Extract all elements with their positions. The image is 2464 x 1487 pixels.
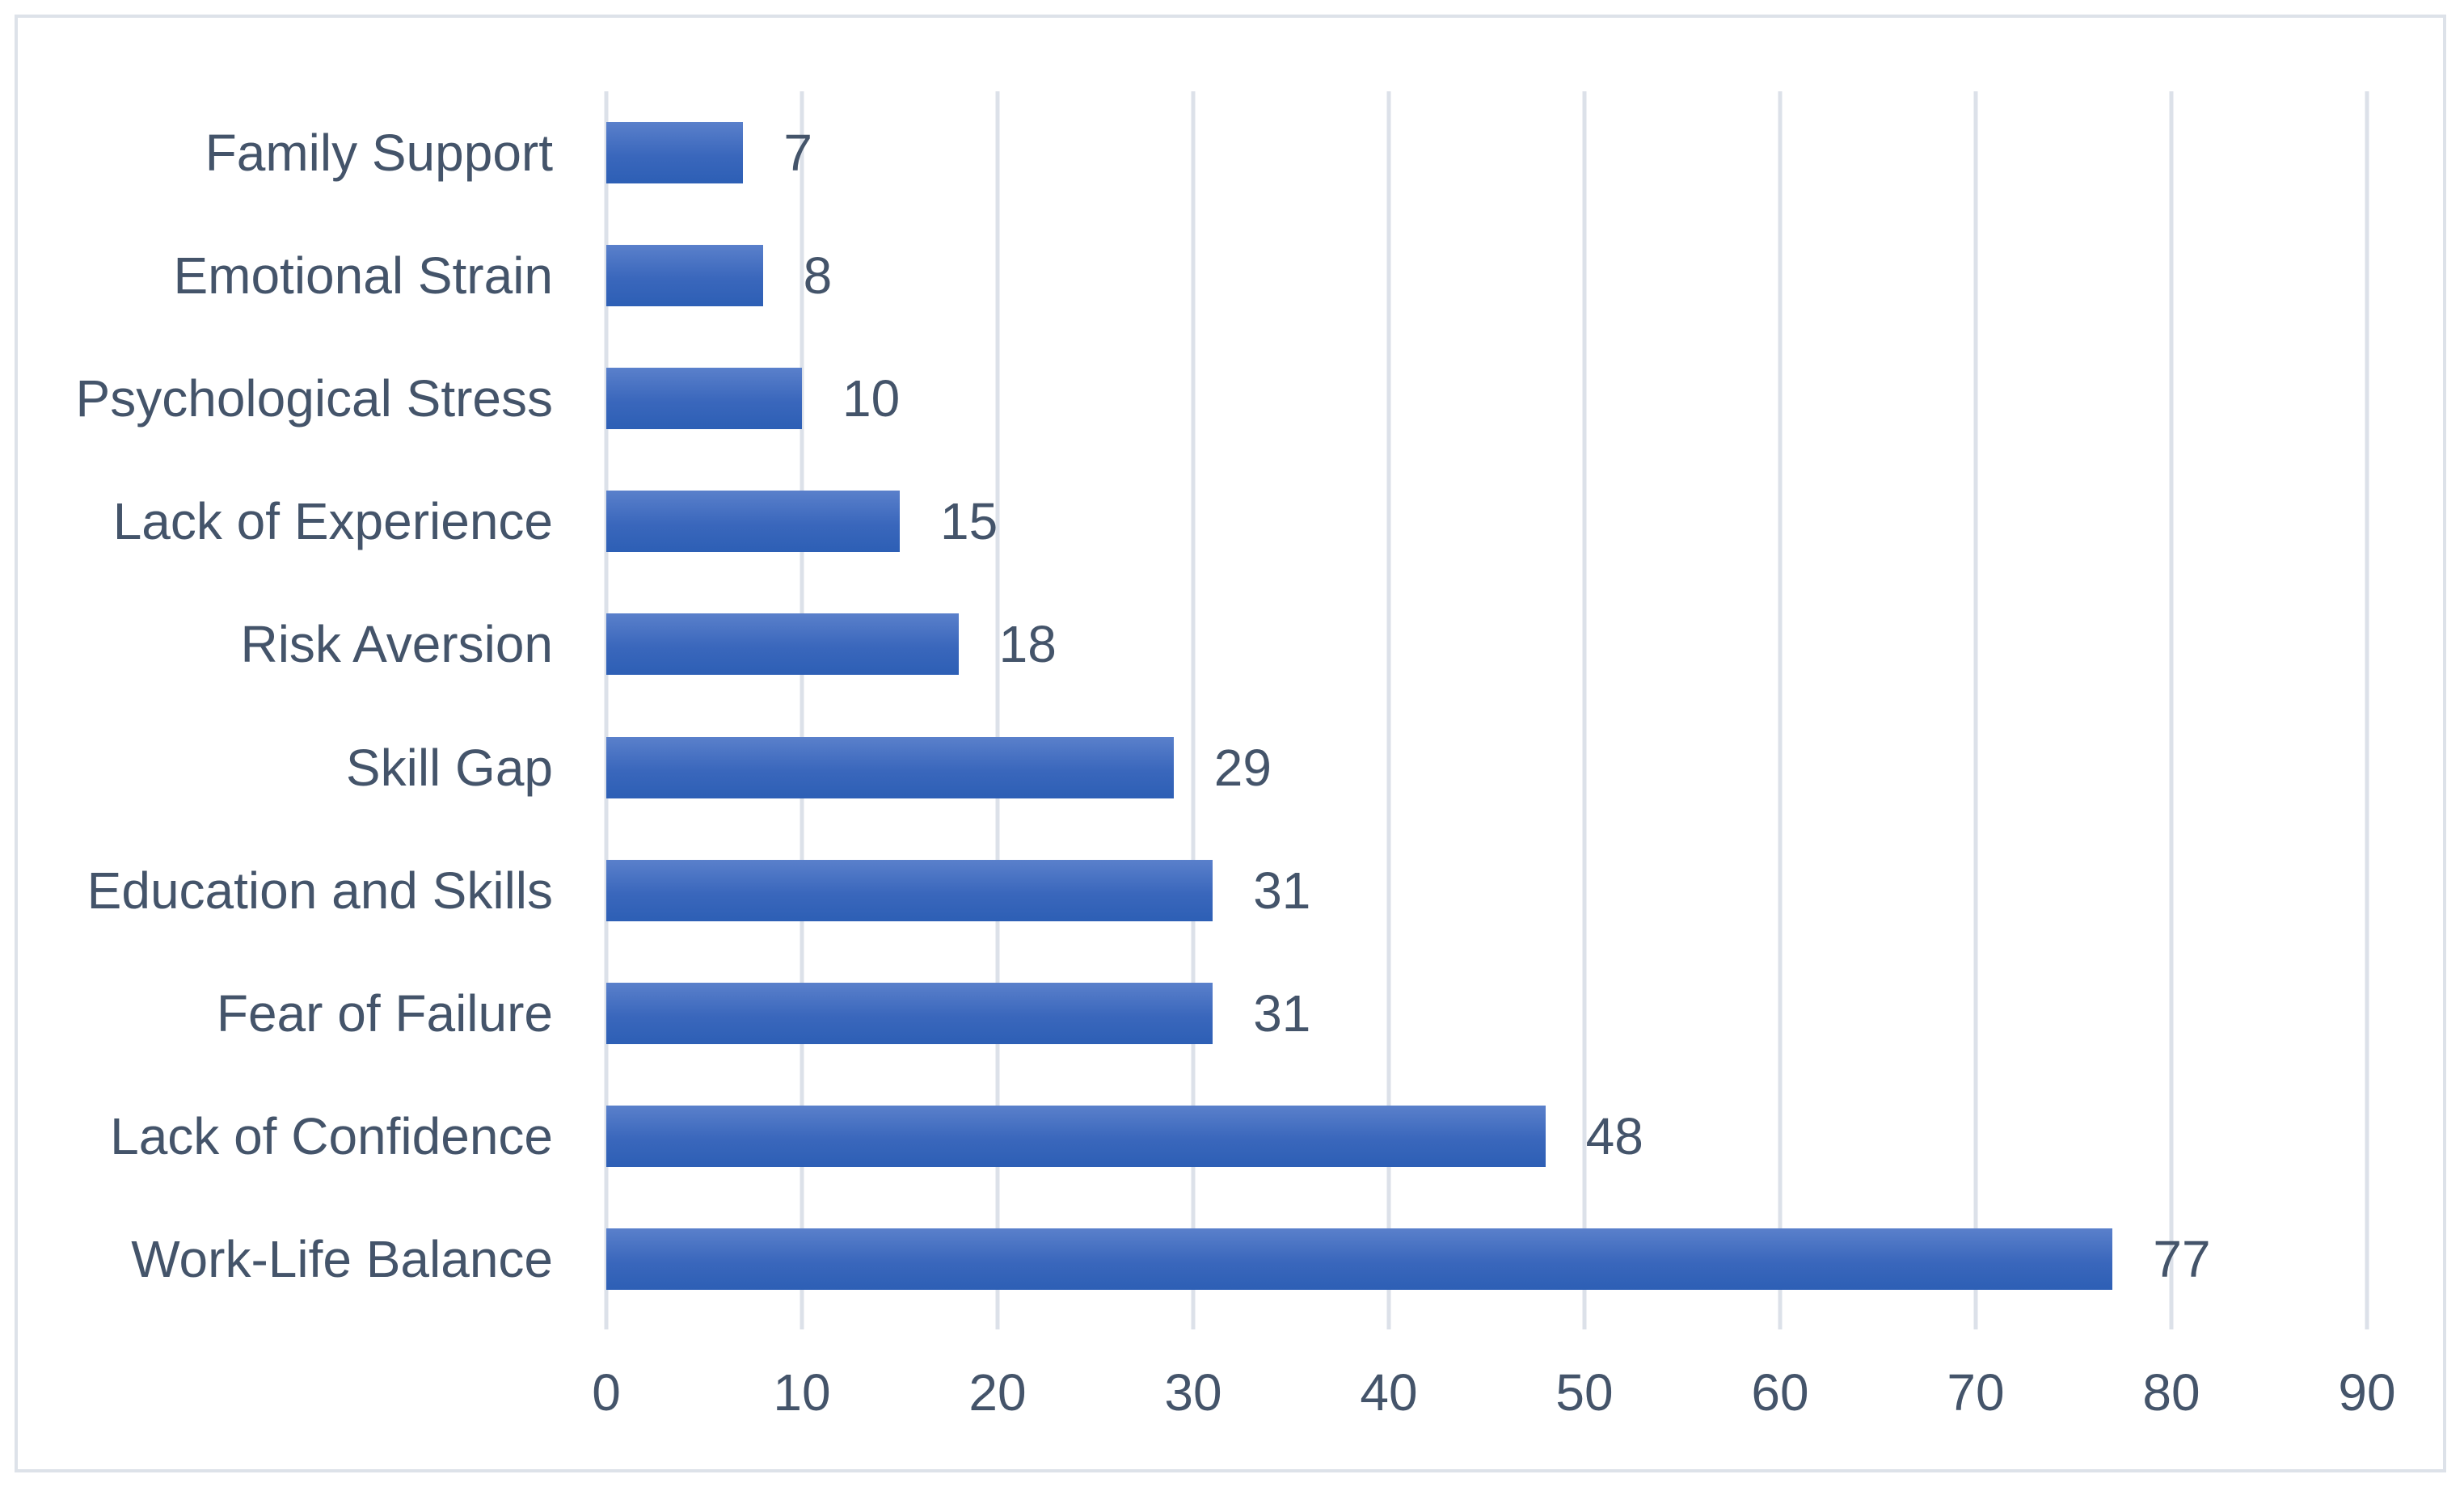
category-label: Lack of Experience — [112, 492, 553, 551]
gridline — [800, 91, 804, 1329]
gridline — [2169, 91, 2174, 1329]
category-label: Risk Aversion — [240, 615, 553, 674]
bar-row: 77 — [606, 1198, 2367, 1321]
category-label: Psychological Stress — [75, 369, 553, 428]
x-tick-label: 30 — [1164, 1363, 1222, 1422]
x-tick-label: 20 — [968, 1363, 1027, 1422]
gridline — [2365, 91, 2369, 1329]
bar — [606, 1105, 1546, 1167]
bar-value-label: 77 — [2153, 1229, 2211, 1288]
x-tick-label: 0 — [592, 1363, 621, 1422]
bar-row: 31 — [606, 952, 2367, 1075]
bar — [606, 982, 1213, 1044]
gridline — [1973, 91, 1978, 1329]
bar-row: 31 — [606, 829, 2367, 952]
bar — [606, 613, 959, 676]
bar-row: 10 — [606, 337, 2367, 460]
x-tick-label: 70 — [1947, 1363, 2005, 1422]
bar-row: 7 — [606, 91, 2367, 214]
gridline — [604, 91, 609, 1329]
bar-value-label: 8 — [803, 246, 833, 305]
bar-value-label: 7 — [783, 124, 812, 183]
bar-series: 7 8 10 15 18 29 31 31 48 77 — [606, 91, 2367, 1321]
bar — [606, 859, 1213, 921]
category-label: Skill Gap — [345, 738, 553, 797]
category-label: Education and Skills — [86, 861, 553, 920]
gridline — [1778, 91, 1783, 1329]
x-tick-label: 50 — [1555, 1363, 1614, 1422]
bar-value-label: 15 — [940, 492, 998, 551]
bar-row: 8 — [606, 214, 2367, 337]
bar — [606, 245, 763, 307]
gridline — [1386, 91, 1391, 1329]
category-label: Fear of Failure — [216, 984, 553, 1043]
value-axis: 0 10 20 30 40 50 60 70 80 90 — [0, 1364, 2464, 1429]
bar-row: 18 — [606, 583, 2367, 706]
x-tick-label: 80 — [2142, 1363, 2200, 1422]
category-label: Emotional Strain — [173, 246, 553, 305]
bar-row: 15 — [606, 460, 2367, 583]
category-label: Work-Life Balance — [131, 1229, 553, 1288]
gridline — [995, 91, 1000, 1329]
bar-row: 29 — [606, 706, 2367, 829]
bar-row: 48 — [606, 1075, 2367, 1198]
bar — [606, 1228, 2113, 1290]
bar — [606, 122, 744, 184]
x-tick-label: 60 — [1751, 1363, 1809, 1422]
category-axis: Family Support Emotional Strain Psychologi… — [0, 91, 553, 1321]
bar-value-label: 10 — [842, 369, 901, 428]
bar — [606, 368, 802, 430]
bar-value-label: 31 — [1253, 861, 1311, 920]
category-label: Family Support — [205, 124, 553, 183]
bar-value-label: 29 — [1213, 738, 1272, 797]
bar-value-label: 48 — [1585, 1106, 1643, 1165]
x-tick-label: 10 — [773, 1363, 831, 1422]
x-tick-label: 90 — [2338, 1363, 2396, 1422]
gridline — [1191, 91, 1196, 1329]
plot-area — [604, 91, 2369, 1329]
category-label: Lack of Confidence — [110, 1106, 553, 1165]
bar-value-label: 18 — [998, 615, 1057, 674]
bar-value-label: 31 — [1253, 984, 1311, 1043]
bar — [606, 736, 1174, 798]
bar — [606, 491, 900, 553]
x-tick-label: 40 — [1360, 1363, 1418, 1422]
gridline — [1582, 91, 1587, 1329]
